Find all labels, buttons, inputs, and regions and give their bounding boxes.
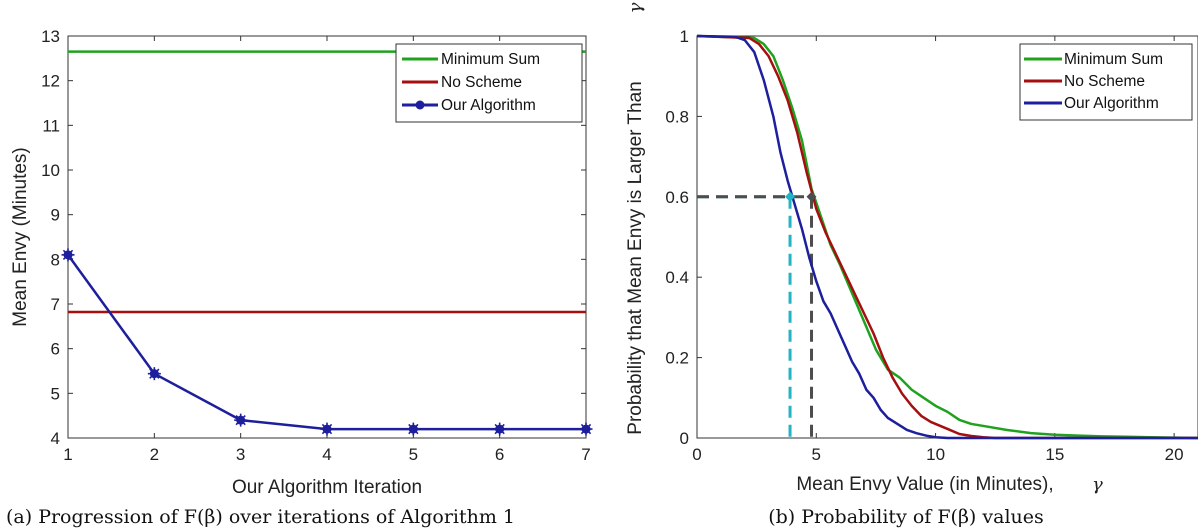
right-series-line-no-scheme <box>696 34 1198 440</box>
left-y-tick-label: 13 <box>41 27 60 46</box>
right-y-tick-label: 1 <box>680 27 689 46</box>
left-data-point-our-algorithm <box>320 422 334 436</box>
reference-point-0 <box>785 191 796 202</box>
right-y-tick-label: 0.6 <box>665 188 689 207</box>
right-x-tick-label: 0 <box>692 445 701 464</box>
right-chart: 0 5 10 15 20 0 0.2 0.4 0.6 0.8 1 Mean Envy Value … <box>625 2 1198 495</box>
right-y-axis: 0 0.2 0.4 0.6 0.8 1 <box>665 27 702 448</box>
left-legend: Minimum Sum No Scheme Our Algorithm <box>395 43 583 123</box>
left-y-tick-label: 9 <box>51 206 60 225</box>
right-reference-markers <box>697 195 814 438</box>
right-series-line-minimum-sum <box>696 34 1198 440</box>
left-x-tick-label: 5 <box>409 445 418 464</box>
left-data-point-our-algorithm <box>61 248 75 262</box>
left-legend-marker-our-algorithm <box>415 100 425 110</box>
left-x-axis-label: Our Algorithm Iteration <box>232 477 422 498</box>
left-x-tick-label: 6 <box>495 445 504 464</box>
right-caption: (b) Probability of F(β) values <box>768 506 1044 528</box>
left-y-tick-label: 4 <box>51 429 60 448</box>
left-y-tick-label: 11 <box>42 116 60 135</box>
left-y-axis-label: Mean Envy (Minutes) <box>10 147 31 327</box>
left-data-point-our-algorithm <box>493 422 507 436</box>
left-legend-label-no-scheme: No Scheme <box>441 74 522 91</box>
right-legend: Minimum Sum No Scheme Our Algorithm <box>1019 43 1193 121</box>
right-y-tick-label: 0.2 <box>665 349 689 368</box>
right-x-axis: 0 5 10 15 20 <box>692 36 1184 464</box>
left-x-tick-label: 4 <box>322 445 331 464</box>
right-y-tick-label: 0.4 <box>665 268 689 287</box>
left-y-tick-label: 6 <box>51 340 60 359</box>
right-x-axis-label-symbol: γ <box>1092 474 1103 495</box>
right-x-tick-label: 15 <box>1045 445 1064 464</box>
right-x-tick-label: 20 <box>1165 445 1184 464</box>
right-legend-label-minimum-sum: Minimum Sum <box>1064 51 1163 68</box>
left-x-tick-label: 1 <box>63 445 72 464</box>
left-y-tick-label: 8 <box>51 250 60 269</box>
right-legend-label-our-algorithm: Our Algorithm <box>1064 95 1159 112</box>
right-series-line-our-algorithm <box>696 34 1198 440</box>
right-y-tick-label: 0 <box>680 429 689 448</box>
left-legend-label-our-algorithm: Our Algorithm <box>441 97 536 114</box>
left-data-point-our-algorithm <box>234 413 248 427</box>
left-x-tick-label: 3 <box>236 445 245 464</box>
right-y-axis-label-symbol: γ <box>625 2 646 13</box>
left-y-tick-label: 5 <box>51 384 60 403</box>
left-series-line-our-algorithm <box>66 254 586 431</box>
reference-point-1 <box>806 191 817 202</box>
left-y-axis: 4 5 6 7 8 9 10 11 12 13 <box>41 27 586 448</box>
right-x-tick-label: 10 <box>926 445 945 464</box>
left-y-tick-label: 7 <box>51 295 60 314</box>
left-data-point-our-algorithm <box>579 422 593 436</box>
left-x-tick-label: 7 <box>581 445 590 464</box>
left-x-tick-label: 2 <box>150 445 159 464</box>
left-y-tick-label: 10 <box>41 161 60 180</box>
right-y-tick-label: 0.8 <box>665 107 689 126</box>
right-legend-label-no-scheme: No Scheme <box>1064 73 1145 90</box>
left-data-point-our-algorithm <box>147 367 161 381</box>
left-data-point-our-algorithm <box>406 422 420 436</box>
right-series <box>696 34 1198 440</box>
left-legend-label-minimum-sum: Minimum Sum <box>441 51 540 68</box>
left-series <box>61 50 593 436</box>
right-x-tick-label: 5 <box>812 445 821 464</box>
right-y-axis-label: Probability that Mean Envy is Larger Tha… <box>625 81 646 434</box>
left-caption: (a) Progression of F(β) over iterations … <box>6 506 515 528</box>
right-x-axis-label: Mean Envy Value (in Minutes), <box>796 474 1053 495</box>
left-y-tick-label: 12 <box>41 72 60 91</box>
